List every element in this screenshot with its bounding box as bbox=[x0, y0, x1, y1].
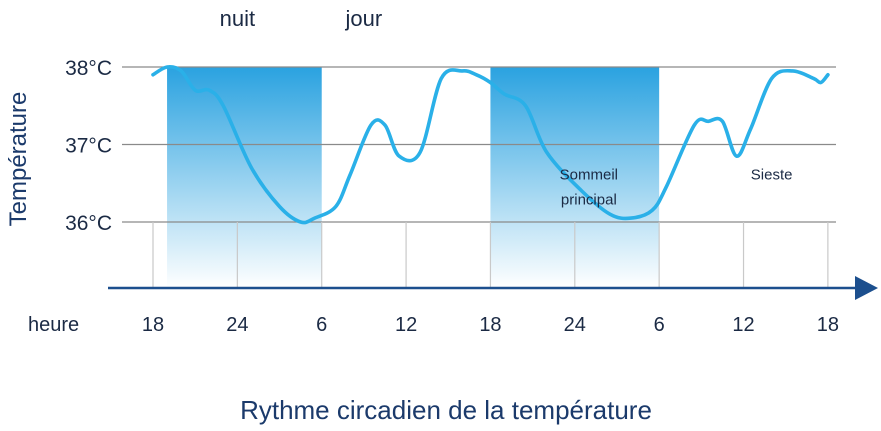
x-tick-label: 18 bbox=[817, 314, 839, 336]
x-tick-label: 24 bbox=[226, 314, 248, 336]
period-label: nuit bbox=[220, 6, 255, 31]
y-tick-label: 36°C bbox=[65, 212, 112, 235]
chart-labels: Rythme circadien de la température heure… bbox=[5, 6, 839, 425]
night-band-1 bbox=[167, 67, 322, 288]
x-axis bbox=[108, 276, 878, 300]
chart-title: Rythme circadien de la température bbox=[240, 395, 652, 425]
grid bbox=[122, 66, 836, 288]
temperature-line bbox=[151, 65, 830, 225]
night-bands bbox=[167, 67, 660, 288]
annotation-label: Sommeil bbox=[560, 166, 618, 183]
x-tick-label: 12 bbox=[732, 314, 754, 336]
y-tick-label: 38°C bbox=[65, 57, 112, 80]
y-tick-label: 37°C bbox=[65, 135, 112, 158]
x-axis-arrow-icon bbox=[855, 276, 878, 300]
x-tick-label: 12 bbox=[395, 314, 417, 336]
y-axis-label: Température bbox=[5, 92, 32, 227]
annotation-label: Sieste bbox=[751, 166, 793, 183]
x-axis-label: heure bbox=[28, 314, 79, 336]
x-tick-label: 18 bbox=[142, 314, 164, 336]
x-tick-label: 6 bbox=[654, 314, 665, 336]
annotation-label: principal bbox=[561, 191, 617, 208]
x-tick-label: 6 bbox=[316, 314, 327, 336]
period-label: jour bbox=[345, 6, 383, 31]
x-tick-label: 24 bbox=[564, 314, 586, 336]
x-tick-label: 18 bbox=[479, 314, 501, 336]
temperature-series bbox=[151, 65, 830, 225]
